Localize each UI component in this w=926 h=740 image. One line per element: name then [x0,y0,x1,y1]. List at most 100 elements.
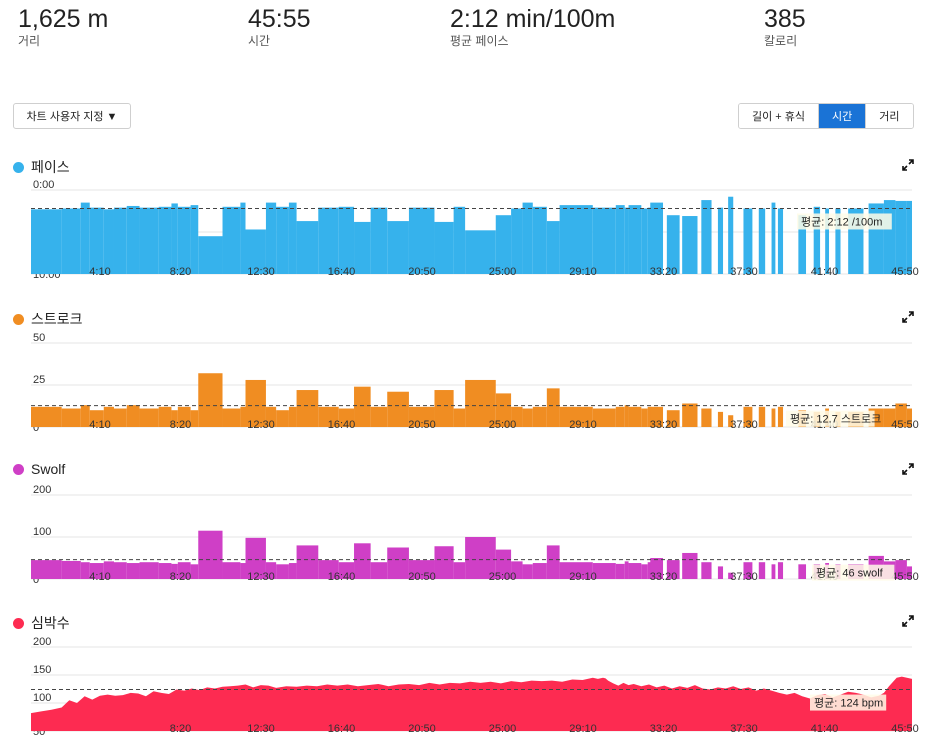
bar [103,209,114,274]
expand-icon[interactable] [902,159,914,171]
x-tick-label: 16:40 [328,419,356,431]
bar [198,373,223,427]
bar [370,562,388,579]
x-tick-label: 20:50 [408,571,436,583]
bar [296,545,319,579]
bar [559,205,593,274]
view-toggle: 길이 + 휴식 시간 거리 [738,103,914,129]
stroke-chart-title: 스트로크 [13,309,83,329]
bar [245,229,266,274]
x-tick-label: 4:10 [89,419,110,431]
bar [338,562,355,579]
stat-time: 45:55 시간 [248,4,311,49]
x-tick-label: 45:50 [891,266,919,278]
bar [139,562,159,579]
bar [113,408,127,427]
bar [647,406,652,427]
bar [624,207,629,274]
view-option-lengths-rest[interactable]: 길이 + 휴식 [739,104,819,128]
bar [592,207,616,274]
bar [222,408,241,427]
heart-rate-chart-title: 심박수 [13,613,70,633]
bar [522,202,533,274]
bar [89,410,104,427]
x-tick-label: 16:40 [328,723,356,735]
bar [771,202,776,274]
bar [825,208,830,274]
bar [771,564,776,579]
y-tick-label: 25 [33,374,45,386]
average-label-box [797,213,892,230]
x-tick-label: 25:00 [489,571,517,583]
expand-icon[interactable] [902,615,914,627]
bar [717,566,724,579]
x-tick-label: 25:00 [489,723,517,735]
bar [408,406,435,427]
y-tick-label: 50 [33,332,45,344]
bar [89,563,104,579]
bar [641,208,648,274]
bar [387,221,409,274]
swolf-chart-title: Swolf [13,461,65,477]
bar [615,205,625,274]
bar [265,202,277,274]
bar [245,537,266,579]
bar [370,207,388,274]
x-tick-label: 8:20 [170,266,191,278]
bar [641,408,648,427]
x-tick-label: 25:00 [489,419,517,431]
bar [354,221,371,274]
bar [682,552,698,579]
x-tick-label: 37:30 [730,571,758,583]
bar [777,562,784,579]
y-tick-label: 200 [33,636,51,648]
bar [171,203,178,274]
x-tick-label: 4:10 [89,266,110,278]
x-tick-label: 33:20 [650,571,678,583]
bar [126,405,140,427]
bar [113,562,127,579]
x-tick-label: 29:10 [569,266,597,278]
bar [177,406,191,427]
bar [177,206,191,274]
bar [171,563,178,579]
bar [666,215,680,274]
bar [276,410,289,427]
legend-dot [13,313,24,325]
bar [532,406,547,427]
bar [265,562,277,579]
bar [276,206,289,274]
bar [177,562,191,579]
bar [628,406,642,427]
bar [628,563,642,579]
bar [113,207,127,274]
y-tick-label: 200 [33,484,51,496]
x-tick-label: 8:20 [170,571,191,583]
view-option-distance[interactable]: 거리 [865,104,913,128]
x-tick-label: 20:50 [408,266,436,278]
bar [717,207,724,274]
average-label-text: 평균: 12.7 스트로크 [790,413,881,426]
average-label: 평균: 124 bpm [810,694,887,711]
bar [139,408,159,427]
bar [240,202,246,274]
average-label-text: 평균: 2:12 /100m [801,215,882,228]
bar [61,408,81,427]
x-tick-label: 25:00 [489,266,517,278]
stat-avg-pace: 2:12 min/100m 평균 페이스 [450,4,615,49]
expand-icon[interactable] [902,463,914,475]
bar [408,207,435,274]
bar [641,564,648,579]
bar [666,560,680,579]
area-series [31,676,912,731]
x-tick-label: 16:40 [328,571,356,583]
expand-icon[interactable] [902,311,914,323]
x-tick-label: 29:10 [569,571,597,583]
view-option-time[interactable]: 시간 [818,104,866,128]
bar [592,563,616,579]
customize-chart-button[interactable]: 차트 사용자 지정 ▼ [13,103,131,129]
bar [171,410,178,427]
bar [546,545,560,579]
average-label-box [786,410,875,427]
bar [288,406,297,427]
